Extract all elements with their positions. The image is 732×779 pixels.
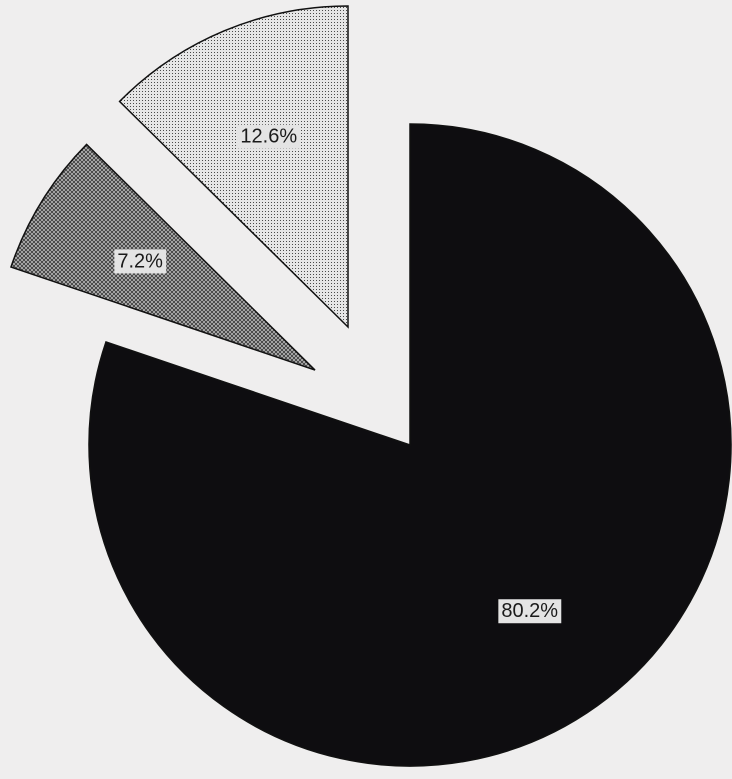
slices-group [10,5,732,767]
pie-slice-1 [88,123,732,767]
slice-label-background-3 [237,124,301,149]
slice-label-1: 80.2% [501,600,558,622]
pie-slice-3 [118,5,349,329]
labels-group: 80.2% 7.2% 12.6% [114,124,562,624]
slice-label-background-1 [498,599,562,624]
slice-label-background-2 [114,249,167,274]
slice-label-2: 7.2% [117,250,163,272]
slice-label-3: 12.6% [240,126,297,148]
